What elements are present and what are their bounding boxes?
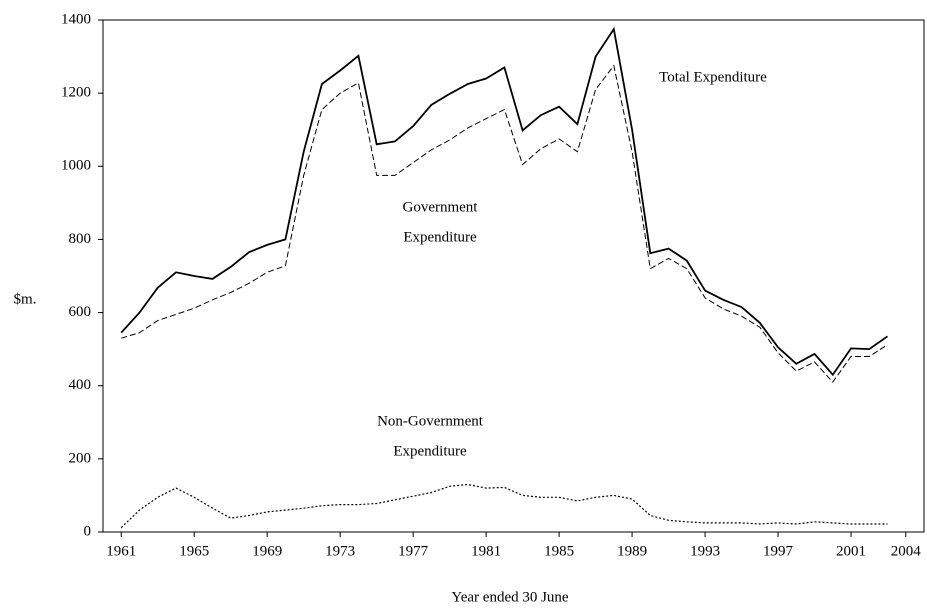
series-line: [120, 26, 889, 377]
series-line: [120, 483, 888, 529]
y-tick-label: 600: [69, 304, 92, 320]
x-tick-label: 1969: [252, 543, 282, 559]
x-tick-label: 1989: [617, 543, 647, 559]
plot-frame: [102, 19, 925, 533]
annotation: Non-Government: [377, 413, 484, 429]
x-tick-label: 1961: [106, 543, 136, 559]
y-tick-label: 1000: [61, 158, 91, 174]
x-axis-label: Year ended 30 June: [451, 589, 569, 605]
annotation: Government: [403, 199, 479, 215]
y-tick-label: 400: [69, 377, 92, 393]
y-axis-label: $m.: [14, 291, 37, 307]
y-tick-label: 1200: [61, 85, 91, 101]
x-tick-label: 1973: [325, 543, 355, 559]
y-tick-label: 0: [84, 523, 92, 539]
x-tick-label: 1981: [471, 543, 501, 559]
y-tick-label: 1400: [61, 11, 91, 27]
x-tick-label: 1997: [763, 543, 794, 559]
x-tick-label: 1985: [544, 543, 574, 559]
series-line: [121, 64, 888, 383]
x-tick-label: 2004: [891, 543, 922, 559]
x-tick-label: 1977: [398, 543, 429, 559]
annotation: Expenditure: [393, 443, 467, 459]
y-tick-label: 200: [69, 450, 92, 466]
x-tick-label: 1965: [179, 543, 209, 559]
x-tick-label: 2001: [836, 543, 866, 559]
annotation: Expenditure: [403, 229, 477, 245]
annotation: Total Expenditure: [659, 69, 767, 85]
x-tick-label: 1993: [690, 543, 720, 559]
y-tick-label: 800: [69, 231, 92, 247]
